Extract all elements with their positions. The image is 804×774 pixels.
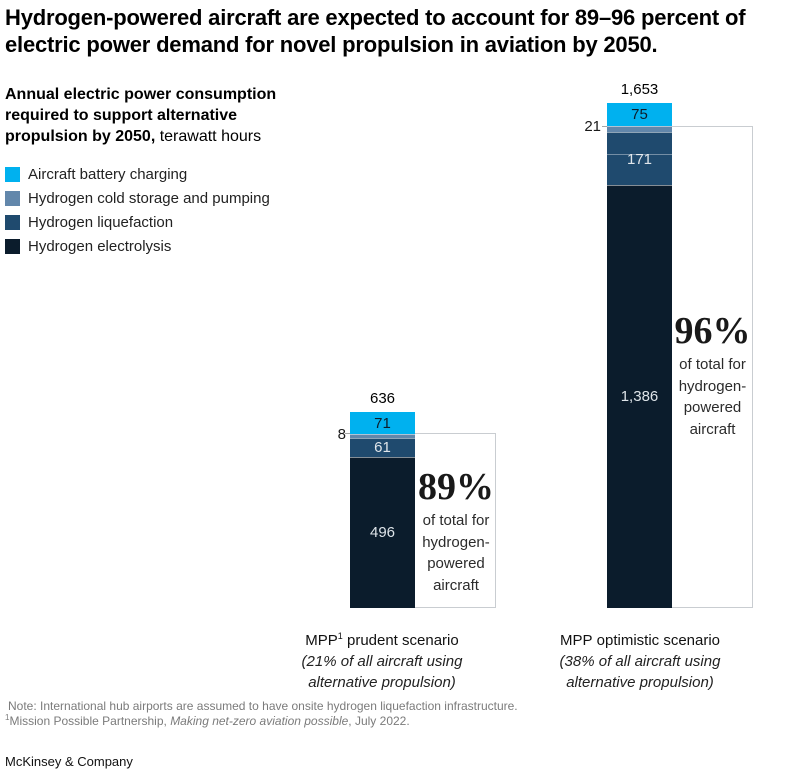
bar-segment-battery-charging: 71 — [350, 412, 415, 434]
chart-title: Hydrogen-powered aircraft are expected t… — [5, 4, 746, 58]
axis-scenario-detail: (38% of all aircraft using alternative pr… — [530, 651, 750, 693]
source-pre: Mission Possible Partnership, — [9, 714, 171, 728]
bar-segment-battery-charging: 75 — [607, 103, 672, 127]
segment-divider — [607, 153, 672, 155]
legend-swatch-electrolysis-icon — [5, 238, 20, 254]
chart-title-line2: electric power demand for novel propulsi… — [5, 32, 658, 57]
percent-caption-line: hydrogen- — [678, 377, 747, 395]
legend-item-liquefaction: Hydrogen liquefaction — [5, 210, 270, 234]
segment-value-label: 71 — [374, 414, 391, 432]
chart-subtitle-bold-line1: Annual electric power consumption — [5, 86, 277, 103]
percent-caption-line: of total for — [422, 512, 490, 529]
chart-subtitle: Annual electric power consumption require… — [5, 84, 276, 147]
axis-name-text: MPP — [305, 632, 338, 649]
segment-value-label: 61 — [374, 439, 391, 457]
percent-caption: of total for hydrogen-powered aircraft — [413, 510, 499, 596]
axis-label-prudent: MPP1 prudent scenario (21% of all aircra… — [272, 626, 492, 693]
bar-total-label: 1,653 — [620, 81, 659, 99]
legend-item-cold-storage: Hydrogen cold storage and pumping — [5, 186, 270, 210]
note-text: Note: International hub airports are ass… — [8, 699, 518, 713]
axis-detail-line: (21% of all aircraft using — [301, 653, 463, 670]
stacked-bar-prudent: 636 71 61 496 — [350, 390, 415, 608]
percent-caption-line: powered — [427, 555, 485, 572]
legend-swatch-cold-storage-icon — [5, 190, 20, 206]
bar-segment-liquefaction: 61 — [350, 437, 415, 457]
percent-caption-line: aircraft — [433, 576, 479, 594]
brand-logo: McKinsey & Company — [5, 754, 133, 769]
segment-value-label: 1,386 — [620, 388, 659, 406]
axis-scenario-name: MPP1 prudent scenario — [272, 626, 492, 651]
percent-value: 89% — [418, 466, 494, 508]
outside-value-label-prudent: 8 — [337, 426, 346, 443]
segment-value-label: 75 — [631, 106, 648, 124]
axis-detail-line: alternative propulsion) — [566, 674, 714, 691]
percent-caption-line: of total for — [679, 356, 746, 373]
chart-subtitle-unit: terawatt hours — [155, 128, 262, 145]
bar-segment-cold-storage — [607, 126, 672, 133]
footnote-marker: 1 — [5, 713, 10, 722]
axis-name-text: prudent scenario — [342, 632, 459, 649]
axis-name-text: MPP — [559, 632, 593, 649]
chart-subtitle-bold-line2: required to support alternative — [5, 107, 238, 124]
percent-caption-line: aircraft — [689, 420, 736, 438]
axis-label-optimistic: MPP optimistic scenario (38% of all airc… — [530, 626, 750, 693]
legend-label: Hydrogen electrolysis — [28, 237, 172, 255]
legend: Aircraft battery charging Hydrogen cold … — [5, 162, 270, 258]
percent-value: 96% — [674, 310, 751, 352]
bar-segment-electrolysis: 496 — [350, 456, 415, 608]
percent-caption-line: powered — [683, 399, 742, 416]
legend-swatch-battery-charging-icon — [5, 166, 20, 182]
percent-caption-line: hydrogen- — [422, 533, 490, 551]
bar-segment-cold-storage — [350, 433, 415, 438]
percent-caption: of total for hydrogen-powered aircraft — [670, 354, 755, 440]
stacked-bar-optimistic: 1,653 75 171 1,386 — [607, 81, 672, 608]
legend-item-battery-charging: Aircraft battery charging — [5, 162, 270, 186]
source-post: , July 2022. — [348, 714, 410, 728]
axis-scenario-detail: (21% of all aircraft using alternative pr… — [272, 651, 492, 693]
leader-line — [345, 433, 350, 434]
percent-callout-prudent: 89% of total for hydrogen-powered aircraft — [413, 467, 499, 596]
axis-detail-line: (38% of all aircraft using — [559, 653, 721, 670]
source-title: Making net-zero aviation possible — [170, 714, 349, 728]
legend-label: Hydrogen cold storage and pumping — [28, 189, 270, 207]
legend-label: Hydrogen liquefaction — [28, 213, 174, 231]
chart-subtitle-bold-line3: propulsion by 2050, — [5, 128, 156, 145]
chart-title-line1: Hydrogen-powered aircraft are expected t… — [5, 5, 746, 30]
percent-callout-optimistic: 96% of total for hydrogen-powered aircraft — [670, 311, 755, 440]
bar-total-label: 636 — [369, 390, 396, 408]
bar-segment-liquefaction: 171 — [607, 132, 672, 185]
segment-value-label: 171 — [626, 150, 653, 168]
outside-value-label-optimistic: 21 — [584, 118, 601, 135]
source-text: 1Mission Possible Partnership, Making ne… — [5, 713, 410, 728]
axis-detail-line: alternative propulsion) — [308, 674, 456, 691]
footnote-marker: 1 — [337, 631, 343, 641]
segment-value-label: 496 — [369, 524, 396, 542]
axis-name-text: optimistic scenario — [592, 632, 721, 649]
legend-item-electrolysis: Hydrogen electrolysis — [5, 234, 270, 258]
legend-label: Aircraft battery charging — [28, 165, 188, 183]
axis-scenario-name: MPP optimistic scenario — [530, 626, 750, 651]
leader-line — [602, 126, 607, 127]
legend-swatch-liquefaction-icon — [5, 214, 20, 230]
bar-segment-electrolysis: 1,386 — [607, 184, 672, 608]
